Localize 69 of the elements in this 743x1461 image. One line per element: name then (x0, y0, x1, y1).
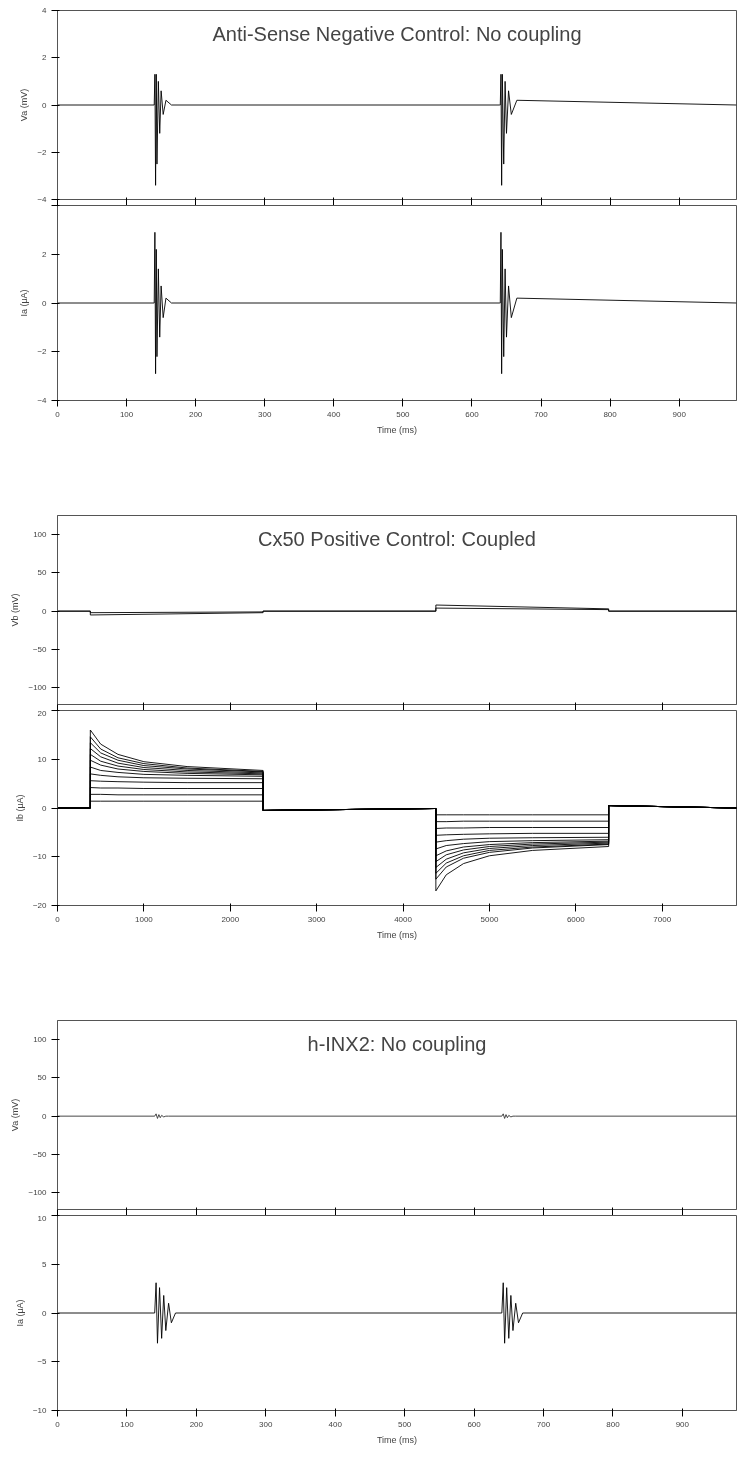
y-tick-label: −100 (28, 683, 48, 693)
y-tick-label: 10 (37, 754, 48, 764)
x-tick-label: 0 (55, 1419, 61, 1429)
y-tick-label: −50 (32, 644, 48, 654)
x-tick-label: 800 (603, 409, 618, 419)
x-tick-label: 300 (259, 1419, 274, 1429)
x-tick-label: 100 (119, 409, 134, 419)
x-tick-label: 5000 (480, 914, 499, 924)
y-axis-title: Va (mV) (19, 88, 30, 122)
x-tick-label: 700 (536, 1419, 551, 1429)
x-tick-label: 4000 (394, 914, 413, 924)
y-tick-label: 0 (42, 1111, 48, 1121)
x-axis-title: Time (ms) (376, 424, 418, 435)
y-tick-label: 50 (37, 1073, 48, 1083)
y-axis-title: Va (mV) (10, 1098, 21, 1132)
y-axis-title: Vb (mV) (10, 593, 21, 627)
y-tick-label: −20 (32, 901, 48, 910)
y-tick-label: 10 (37, 1213, 48, 1223)
y-tick-label: 0 (42, 298, 48, 308)
x-tick-label: 900 (675, 1419, 690, 1429)
y-tick-label: 4 (42, 6, 48, 15)
y-axis-title: Ib (μA) (14, 794, 25, 822)
x-tick-label: 600 (467, 1419, 482, 1429)
x-tick-label: 3000 (307, 914, 327, 924)
y-tick-label: 50 (37, 568, 48, 578)
x-tick-label: 500 (397, 1419, 412, 1429)
y-tick-label: 100 (33, 530, 48, 540)
y-tick-label: 2 (42, 53, 48, 63)
x-tick-label: 600 (465, 409, 480, 419)
x-tick-label: 0 (55, 914, 61, 924)
x-tick-label: 300 (258, 409, 272, 419)
x-tick-label: 700 (534, 409, 549, 419)
x-axis-title: Time (ms) (376, 929, 418, 940)
x-tick-label: 0 (55, 409, 61, 419)
y-tick-label: −100 (28, 1188, 48, 1198)
x-tick-label: 400 (328, 1419, 343, 1429)
x-tick-label: 100 (120, 1419, 135, 1429)
text: Anti-Sense Negative Control: No coupling (212, 22, 582, 45)
y-axis-title: Ia (μA) (14, 1299, 25, 1327)
x-tick-label: 400 (327, 409, 342, 419)
y-axis-title: Ia (μA) (19, 289, 30, 317)
x-tick-label: 500 (396, 409, 411, 419)
y-tick-label: −10 (32, 1406, 48, 1415)
y-tick-label: −50 (32, 1149, 48, 1159)
x-tick-label: 1000 (134, 914, 154, 924)
y-tick-label: 5 (42, 1259, 48, 1269)
text: h-INX2: No coupling (307, 1032, 487, 1055)
y-tick-label: −2 (37, 347, 48, 357)
x-tick-label: 7000 (653, 914, 672, 924)
y-tick-label: 0 (42, 803, 48, 813)
x-tick-label: 900 (672, 409, 687, 419)
text: Cx50 Positive Control: Coupled (258, 527, 536, 550)
x-tick-label: 800 (606, 1419, 621, 1429)
y-tick-label: 2 (42, 249, 48, 259)
x-tick-label: 200 (188, 409, 203, 419)
x-tick-label: 6000 (566, 914, 586, 924)
y-tick-label: −4 (37, 396, 48, 405)
y-tick-label: −2 (37, 147, 48, 157)
y-tick-label: −10 (32, 852, 48, 862)
y-tick-label: 20 (37, 708, 48, 718)
x-axis-title: Time (ms) (376, 1434, 418, 1445)
y-tick-label: −4 (37, 195, 48, 204)
y-tick-label: 0 (42, 606, 48, 616)
x-tick-label: 200 (189, 1419, 204, 1429)
y-tick-label: 100 (33, 1035, 48, 1045)
x-tick-label: 2000 (221, 914, 240, 924)
y-tick-label: 0 (42, 1308, 48, 1318)
y-tick-label: 0 (42, 100, 48, 110)
y-tick-label: −5 (37, 1357, 48, 1367)
